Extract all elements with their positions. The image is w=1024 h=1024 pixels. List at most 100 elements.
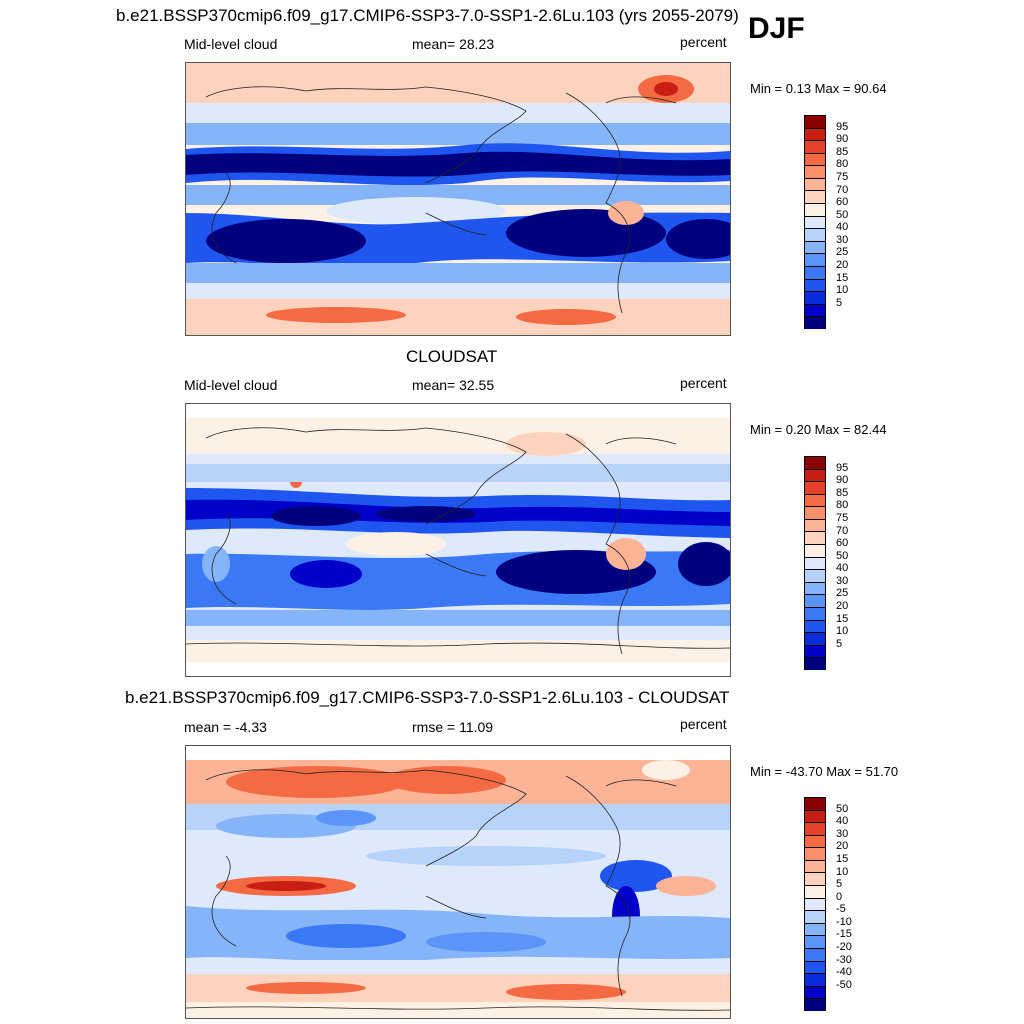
panel3-units-label: percent xyxy=(680,716,727,732)
colorbar-tick-label: 60 xyxy=(836,196,849,209)
colorbar-swatch xyxy=(805,456,825,469)
panel2-map-field xyxy=(186,404,730,676)
colorbar-swatch xyxy=(805,506,825,519)
colorbar-swatch xyxy=(805,973,825,986)
colorbar-swatch xyxy=(805,847,825,860)
colorbar-swatch xyxy=(805,632,825,645)
colorbar-tick-label: 70 xyxy=(836,183,849,196)
colorbar-tick-label: 25 xyxy=(836,587,849,600)
season-label: DJF xyxy=(748,12,805,45)
colorbar-tick-label: 15 xyxy=(836,271,849,284)
colorbar-swatch xyxy=(805,897,825,911)
colorbar-swatch xyxy=(805,581,825,595)
colorbar-swatch xyxy=(805,606,825,620)
colorbar-tick-label: 10 xyxy=(836,865,849,878)
colorbar-tick-label: -50 xyxy=(836,978,852,991)
colorbar-swatch xyxy=(805,644,825,658)
panel1-units-label: percent xyxy=(680,34,727,50)
panel2-minmax-label: Min = 0.20 Max = 82.44 xyxy=(750,422,887,437)
colorbar-swatch xyxy=(805,291,825,304)
colorbar-tick-label: 0 xyxy=(836,890,843,903)
panel1-title: b.e21.BSSP370cmip6.f09_g17.CMIP6-SSP3-7.… xyxy=(116,6,739,25)
colorbar-tick-label: 15 xyxy=(836,852,849,865)
colorbar-tick-label: 10 xyxy=(836,625,849,638)
colorbar-tick-label: 40 xyxy=(836,815,849,828)
panel3-mean-label: mean = -4.33 xyxy=(184,719,267,735)
colorbar-swatch xyxy=(805,481,825,494)
colorbar-swatch xyxy=(805,215,825,229)
colorbar-swatch xyxy=(805,165,825,178)
colorbar-swatch xyxy=(805,228,825,241)
colorbar-tick-label: 90 xyxy=(836,474,849,487)
panel3-rmse-label: rmse = 11.09 xyxy=(412,719,494,735)
colorbar-swatch xyxy=(805,177,825,191)
colorbar-tick-label: -40 xyxy=(836,966,852,979)
colorbar-tick-label: 80 xyxy=(836,499,849,512)
panel1-mean-label: mean= 28.23 xyxy=(412,36,495,52)
colorbar-swatch xyxy=(805,910,825,923)
colorbar-swatch xyxy=(805,556,825,570)
colorbar-tick-label: 5 xyxy=(836,878,843,891)
colorbar-swatch xyxy=(805,809,825,823)
colorbar-swatch xyxy=(805,594,825,607)
colorbar-tick-label: 90 xyxy=(836,133,849,146)
panel1-colorbar-swatches xyxy=(804,115,826,329)
colorbar-tick-label: -10 xyxy=(836,915,852,928)
colorbar-tick-label: 50 xyxy=(836,208,849,221)
colorbar-swatch xyxy=(805,998,825,1011)
panel1-minmax-label: Min = 0.13 Max = 90.64 xyxy=(750,81,887,96)
colorbar-swatch xyxy=(805,569,825,582)
colorbar-tick-label: 50 xyxy=(836,549,849,562)
colorbar-tick-label: 20 xyxy=(836,600,849,613)
colorbar-swatch xyxy=(805,797,825,810)
colorbar-tick-label: 50 xyxy=(836,802,849,815)
colorbar-tick-label: 95 xyxy=(836,120,849,133)
colorbar-tick-label: 40 xyxy=(836,562,849,575)
panel1-map-field xyxy=(186,63,730,335)
colorbar-tick-label: 25 xyxy=(836,246,849,259)
colorbar-tick-label: -5 xyxy=(836,903,846,916)
colorbar-swatch xyxy=(805,127,825,141)
panel2-mean-label: mean= 32.55 xyxy=(412,377,495,393)
colorbar-swatch xyxy=(805,316,825,329)
colorbar-swatch xyxy=(805,544,825,557)
colorbar-swatch xyxy=(805,935,825,948)
panel2-units-label: percent xyxy=(680,375,727,391)
panel3-minmax-label: Min = -43.70 Max = 51.70 xyxy=(750,764,899,779)
colorbar-tick-label: 20 xyxy=(836,840,849,853)
colorbar-tick-label: 95 xyxy=(836,461,849,474)
colorbar-tick-label: 15 xyxy=(836,612,849,625)
panel1-variable-label: Mid-level cloud xyxy=(184,36,278,52)
colorbar-swatch xyxy=(805,834,825,848)
colorbar-swatch xyxy=(805,303,825,317)
colorbar-tick-label: 40 xyxy=(836,221,849,234)
colorbar-swatch xyxy=(805,947,825,961)
panel3-map xyxy=(185,745,731,1019)
colorbar-tick-label: 70 xyxy=(836,524,849,537)
colorbar-tick-label: 20 xyxy=(836,259,849,272)
panel3-colorbar-swatches xyxy=(804,797,826,1011)
colorbar-swatch xyxy=(805,518,825,532)
panel2-title: CLOUDSAT xyxy=(406,347,498,366)
panel2-variable-label: Mid-level cloud xyxy=(184,377,278,393)
colorbar-tick-label: 75 xyxy=(836,170,849,183)
colorbar-tick-label: 85 xyxy=(836,486,849,499)
colorbar-swatch xyxy=(805,985,825,999)
colorbar-swatch xyxy=(805,152,825,166)
colorbar-swatch xyxy=(805,140,825,153)
colorbar-tick-label: -30 xyxy=(836,953,852,966)
colorbar-tick-label: 30 xyxy=(836,827,849,840)
colorbar-tick-label: 80 xyxy=(836,158,849,171)
colorbar-tick-label: 5 xyxy=(836,637,843,650)
panel2-map xyxy=(185,403,731,677)
colorbar-swatch xyxy=(805,885,825,898)
colorbar-swatch xyxy=(805,531,825,545)
colorbar-tick-label: 60 xyxy=(836,537,849,550)
panel1-map xyxy=(185,62,731,336)
colorbar-swatch xyxy=(805,657,825,670)
colorbar-swatch xyxy=(805,265,825,279)
colorbar-swatch xyxy=(805,922,825,936)
panel3-map-field xyxy=(186,746,730,1018)
colorbar-tick-label: 5 xyxy=(836,296,843,309)
colorbar-swatch xyxy=(805,822,825,835)
